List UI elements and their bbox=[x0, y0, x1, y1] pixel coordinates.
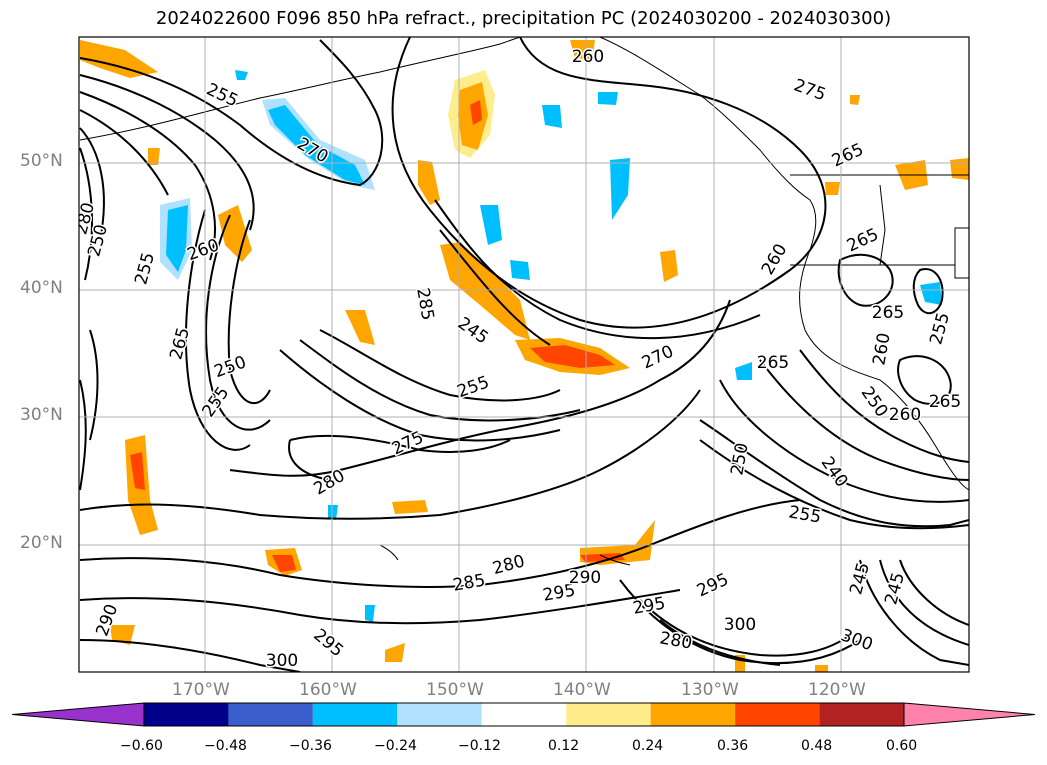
lat-label-30n: 30°N bbox=[20, 405, 63, 425]
colorbar-swatch bbox=[144, 703, 229, 726]
lon-label-150w: 150°W bbox=[426, 680, 484, 700]
colorbar-tick: −0.24 bbox=[374, 738, 417, 754]
colorbar-swatch bbox=[312, 703, 398, 726]
precip-positive-shading bbox=[80, 40, 969, 672]
colorbar-swatch bbox=[481, 703, 567, 726]
lon-label-120w: 120°W bbox=[808, 680, 866, 700]
contour-label: 300 bbox=[724, 615, 756, 635]
colorbar bbox=[11, 702, 1036, 727]
contour-label: 265 bbox=[757, 353, 789, 373]
colorbar-extend-min bbox=[11, 702, 145, 727]
lon-label-170w: 170°W bbox=[172, 680, 230, 700]
colorbar-tick: 0.36 bbox=[717, 738, 749, 754]
colorbar-tick: 0.48 bbox=[801, 738, 833, 754]
graticule bbox=[79, 37, 969, 672]
colorbar-frame bbox=[143, 702, 905, 727]
colorbar-extend-max bbox=[903, 702, 1036, 727]
colorbar-swatch bbox=[650, 703, 736, 726]
precip-negative-shading bbox=[160, 70, 942, 622]
colorbar-swatch bbox=[566, 703, 651, 726]
plot-border bbox=[78, 36, 970, 673]
colorbar-swatch bbox=[819, 703, 904, 726]
colorbar-tick: −0.60 bbox=[120, 738, 163, 754]
colorbar-tick: −0.12 bbox=[458, 738, 501, 754]
colorbar-tick: 0.12 bbox=[548, 738, 580, 754]
colorbar-swatch bbox=[228, 703, 313, 726]
colorbar-swatch bbox=[735, 703, 820, 726]
colorbar-tick: 0.24 bbox=[632, 738, 664, 754]
contour-label: 265 bbox=[872, 303, 904, 323]
contour-label: 300 bbox=[266, 651, 298, 671]
map-title: 2024022600 F096 850 hPa refract., precip… bbox=[155, 8, 892, 29]
contour-label: 290 bbox=[569, 568, 601, 588]
lat-label-50n: 50°N bbox=[20, 151, 63, 171]
lon-label-140w: 140°W bbox=[553, 680, 611, 700]
lat-label-40n: 40°N bbox=[20, 278, 63, 298]
lat-label-20n: 20°N bbox=[20, 533, 63, 553]
contour-label: 265 bbox=[929, 392, 961, 412]
refractivity-contours bbox=[79, 37, 969, 672]
lon-label-160w: 160°W bbox=[299, 680, 357, 700]
colorbar-tick: 0.60 bbox=[886, 738, 918, 754]
colorbar-tick: −0.36 bbox=[289, 738, 332, 754]
colorbar-tick: −0.48 bbox=[204, 738, 247, 754]
contour-label: 260 bbox=[889, 405, 921, 425]
colorbar-swatch bbox=[397, 703, 482, 726]
lon-label-130w: 130°W bbox=[681, 680, 739, 700]
contour-label: 260 bbox=[572, 47, 604, 67]
